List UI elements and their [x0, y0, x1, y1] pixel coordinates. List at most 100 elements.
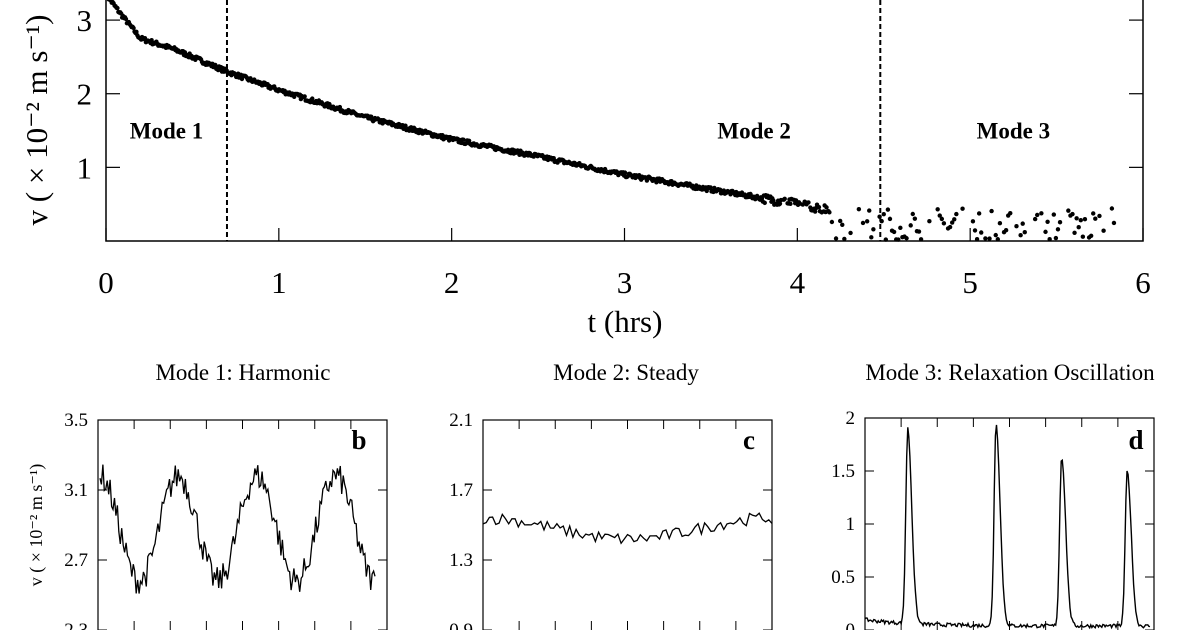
main-data-point — [762, 200, 767, 206]
main-data-point — [979, 230, 984, 235]
main-x-tick-label: 4 — [790, 265, 806, 300]
main-panel: 0 1 2 3 4 5 6 1 2 3 Mode 1 Mode 2 Mode 3 t (hrs) v … — [19, 0, 1151, 339]
main-data-point — [867, 208, 872, 213]
main-data-point — [970, 219, 976, 224]
main-y-tick-label: 2 — [77, 77, 93, 112]
main-data-point — [622, 170, 628, 175]
main-data-point — [461, 137, 466, 142]
main-data-point — [1076, 225, 1081, 230]
main-data-point — [1045, 219, 1050, 224]
main-data-point — [134, 29, 139, 35]
main-data-point — [827, 210, 832, 215]
main-data-point — [974, 237, 980, 242]
y-tick-label: 3.1 — [64, 480, 88, 501]
main-x-tick-label: 3 — [617, 265, 633, 300]
panel-d-series-line — [864, 424, 1151, 630]
panel-c-ticks: 0.9 1.3 1.7 2.1 — [449, 410, 772, 630]
main-data-point — [954, 211, 959, 217]
main-data-point — [848, 230, 853, 236]
main-data-point — [1035, 212, 1040, 218]
panel-d-letter: d — [1128, 425, 1143, 455]
mode-label: Mode 3 — [977, 119, 1050, 144]
main-data-point — [771, 198, 776, 203]
main-data-point — [1109, 206, 1115, 211]
panel-b-title: Mode 1: Harmonic — [155, 360, 330, 385]
main-data-point — [1057, 220, 1063, 225]
main-data-point — [123, 16, 129, 22]
main-data-point — [812, 209, 818, 214]
main-x-tick-label: 6 — [1135, 265, 1151, 300]
main-data-point — [997, 220, 1003, 226]
y-tick-label: 2.7 — [64, 550, 88, 571]
main-data-point — [302, 94, 307, 99]
main-data-point — [885, 207, 891, 212]
main-data-point — [1101, 228, 1106, 233]
y-tick-label: 0.5 — [831, 567, 855, 588]
main-data-points — [106, 0, 1117, 242]
panel-b-series-line — [99, 464, 376, 594]
y-tick-label: 2.1 — [449, 410, 473, 431]
main-data-point — [1043, 229, 1048, 235]
mode-boundaries — [225, 0, 882, 241]
main-data-point — [782, 196, 787, 202]
main-data-point — [833, 236, 839, 241]
y-tick-label: 1 — [846, 514, 856, 535]
main-data-point — [1088, 233, 1094, 239]
main-x-tick-label: 1 — [271, 265, 287, 300]
main-data-point — [1082, 216, 1088, 222]
main-data-point — [910, 211, 915, 217]
main-data-point — [871, 227, 876, 232]
y-tick-label: 1.5 — [831, 461, 855, 482]
main-data-point — [864, 219, 870, 224]
main-data-point — [708, 185, 713, 190]
main-data-point — [887, 216, 893, 222]
main-y-tick-label: 1 — [77, 150, 93, 185]
main-data-point — [842, 236, 847, 242]
main-data-point — [937, 213, 942, 218]
main-data-point — [987, 236, 992, 241]
main-data-point — [115, 5, 120, 11]
y-tick-label: 2 — [846, 408, 856, 429]
main-data-point — [927, 219, 932, 224]
main-data-point — [869, 235, 874, 240]
main-data-point — [1008, 210, 1013, 216]
main-data-point — [1091, 211, 1096, 216]
main-data-point — [704, 188, 709, 194]
main-data-point — [1070, 211, 1075, 217]
main-data-point — [1111, 220, 1117, 226]
main-data-point — [816, 205, 822, 210]
main-data-point — [993, 232, 998, 238]
main-x-tick-label: 0 — [98, 265, 114, 300]
main-data-point — [995, 237, 1001, 242]
panel-d-ticks: 0 0.5 1 1.5 2 — [831, 408, 1154, 630]
main-data-point — [1022, 229, 1027, 235]
main-data-point — [989, 208, 994, 214]
main-data-point — [941, 221, 947, 226]
main-data-point — [898, 225, 903, 231]
y-tick-label: 0 — [846, 620, 856, 630]
main-data-point — [881, 212, 886, 217]
main-data-point — [947, 224, 953, 230]
main-data-point — [891, 229, 897, 235]
panel-c-title: Mode 2: Steady — [553, 360, 699, 385]
main-data-point — [1093, 216, 1098, 221]
main-data-point — [860, 220, 866, 226]
y-tick-label: 0.9 — [449, 620, 473, 630]
panel-c-letter: c — [743, 425, 755, 455]
main-data-point — [310, 96, 315, 101]
main-data-point — [916, 229, 922, 234]
panel-b-y-axis-label: v ( × 10⁻² m s⁻¹) — [26, 464, 47, 586]
main-data-point — [1074, 216, 1079, 221]
main-data-point — [824, 205, 829, 210]
main-data-point — [877, 214, 882, 219]
main-data-point — [1047, 236, 1052, 242]
main-data-point — [918, 237, 924, 242]
mode-labels: Mode 1 Mode 2 Mode 3 — [130, 119, 1050, 144]
main-data-point — [1039, 211, 1044, 216]
main-data-point — [904, 236, 909, 241]
main-data-point — [403, 123, 408, 128]
main-data-point — [972, 228, 978, 233]
main-data-point — [840, 222, 845, 227]
main-data-point — [1003, 228, 1009, 233]
